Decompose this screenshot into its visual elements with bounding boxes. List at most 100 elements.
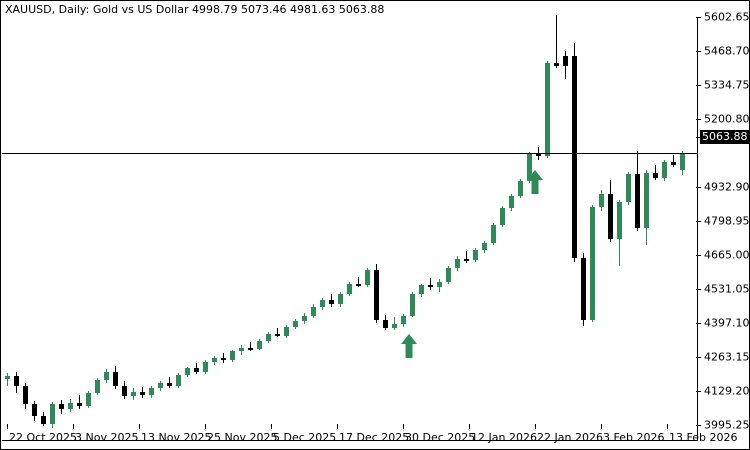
price-axis-tick	[696, 357, 701, 358]
time-axis-label: 22 Jan 2026	[537, 431, 603, 444]
candle-body	[95, 380, 100, 393]
candle-wick	[169, 376, 170, 389]
candle-wick	[466, 250, 467, 263]
time-axis-tick	[205, 424, 206, 429]
candle-body	[5, 376, 10, 380]
candle-wick	[430, 277, 431, 290]
candle-wick	[394, 317, 395, 330]
candle-wick	[277, 327, 278, 338]
candle-body	[653, 172, 658, 179]
price-axis-label: 4263.15	[704, 350, 750, 364]
candle-body	[527, 154, 532, 182]
candle-body	[347, 283, 352, 294]
candle-body	[275, 334, 280, 337]
time-axis-tick	[337, 424, 338, 429]
time-axis-label: 17 Dec 2025	[339, 431, 410, 444]
candle-body	[176, 375, 181, 386]
candle-body	[401, 315, 406, 325]
candle-body	[212, 358, 217, 363]
candle-body	[545, 63, 550, 156]
price-axis-label: 4932.90	[704, 180, 750, 194]
price-axis-tick	[696, 51, 701, 52]
candle-body	[518, 181, 523, 196]
candle-body	[104, 371, 109, 381]
time-axis-label: 30 Dec 2025	[405, 431, 476, 444]
candle-wick	[223, 352, 224, 363]
candle-body	[23, 386, 28, 404]
candle-body	[509, 195, 514, 208]
price-axis-tick	[696, 323, 701, 324]
candle-wick	[7, 373, 8, 386]
time-axis-label: 25 Nov 2025	[207, 431, 278, 444]
time-axis-label: 13 Nov 2025	[141, 431, 212, 444]
candle-body	[185, 368, 190, 376]
time-axis-label: 12 Jan 2026	[471, 431, 537, 444]
price-axis-label: 3995.25	[704, 418, 750, 432]
candle-body	[41, 415, 46, 424]
time-axis-line	[2, 440, 697, 441]
candle-body	[59, 403, 64, 410]
candle-body	[239, 347, 244, 352]
time-axis-label: 22 Oct 2025	[9, 431, 78, 444]
candle-body	[392, 324, 397, 328]
candle-wick	[556, 14, 557, 69]
price-axis-label: 4129.20	[704, 384, 750, 398]
candle-body	[284, 326, 289, 337]
candle-body	[608, 194, 613, 239]
candle-body	[365, 270, 370, 285]
symbol-header: XAUUSD, Daily: Gold vs US Dollar 4998.79…	[5, 3, 385, 16]
price-axis-label: 5468.70	[704, 44, 750, 58]
candle-body	[680, 153, 685, 171]
candle-body	[644, 172, 649, 228]
time-axis-label: 13 Feb 2026	[669, 431, 738, 444]
candle-body	[230, 351, 235, 360]
candle-body	[500, 207, 505, 226]
candle-body	[32, 403, 37, 416]
candle-body	[491, 225, 496, 244]
candle-body	[113, 371, 118, 386]
candle-body	[428, 285, 433, 288]
price-axis-label: 5200.80	[704, 112, 750, 126]
candle-body	[86, 392, 91, 406]
price-axis-label: 5334.75	[704, 78, 750, 92]
candle-body	[599, 194, 604, 207]
price-axis-label: 4397.10	[704, 316, 750, 330]
price-axis-tick	[696, 119, 701, 120]
candle-body	[446, 268, 451, 282]
candle-body	[320, 299, 325, 307]
candle-body	[248, 347, 253, 350]
candlestick-plot-area[interactable]	[2, 14, 698, 441]
candle-wick	[250, 342, 251, 351]
time-axis-tick	[139, 424, 140, 429]
price-axis-tick	[696, 17, 701, 18]
time-axis-tick	[73, 424, 74, 429]
price-axis-tick	[696, 289, 701, 290]
candle-body	[329, 299, 334, 305]
buy-arrow-1-icon	[400, 333, 418, 359]
current-price-tag: 5063.88	[700, 130, 750, 144]
price-axis-tick	[696, 85, 701, 86]
candle-wick	[673, 154, 674, 168]
candle-body	[572, 56, 577, 259]
candle-body	[158, 383, 163, 389]
candle-body	[419, 285, 424, 294]
candle-body	[50, 403, 55, 424]
candle-body	[464, 258, 469, 261]
price-axis-tick	[696, 391, 701, 392]
candle-body	[167, 383, 172, 386]
candle-body	[662, 161, 667, 179]
candle-body	[77, 402, 82, 406]
price-axis-line	[697, 17, 698, 440]
candle-body	[554, 63, 559, 67]
candle-body	[257, 340, 262, 349]
candle-body	[635, 173, 640, 228]
candle-body	[437, 281, 442, 288]
candle-body	[266, 334, 271, 341]
current-price-line	[2, 153, 697, 154]
time-axis-tick	[7, 424, 8, 429]
time-axis-tick	[469, 424, 470, 429]
candle-body	[221, 358, 226, 361]
buy-arrow-2-icon	[526, 169, 544, 195]
candle-body	[203, 362, 208, 372]
